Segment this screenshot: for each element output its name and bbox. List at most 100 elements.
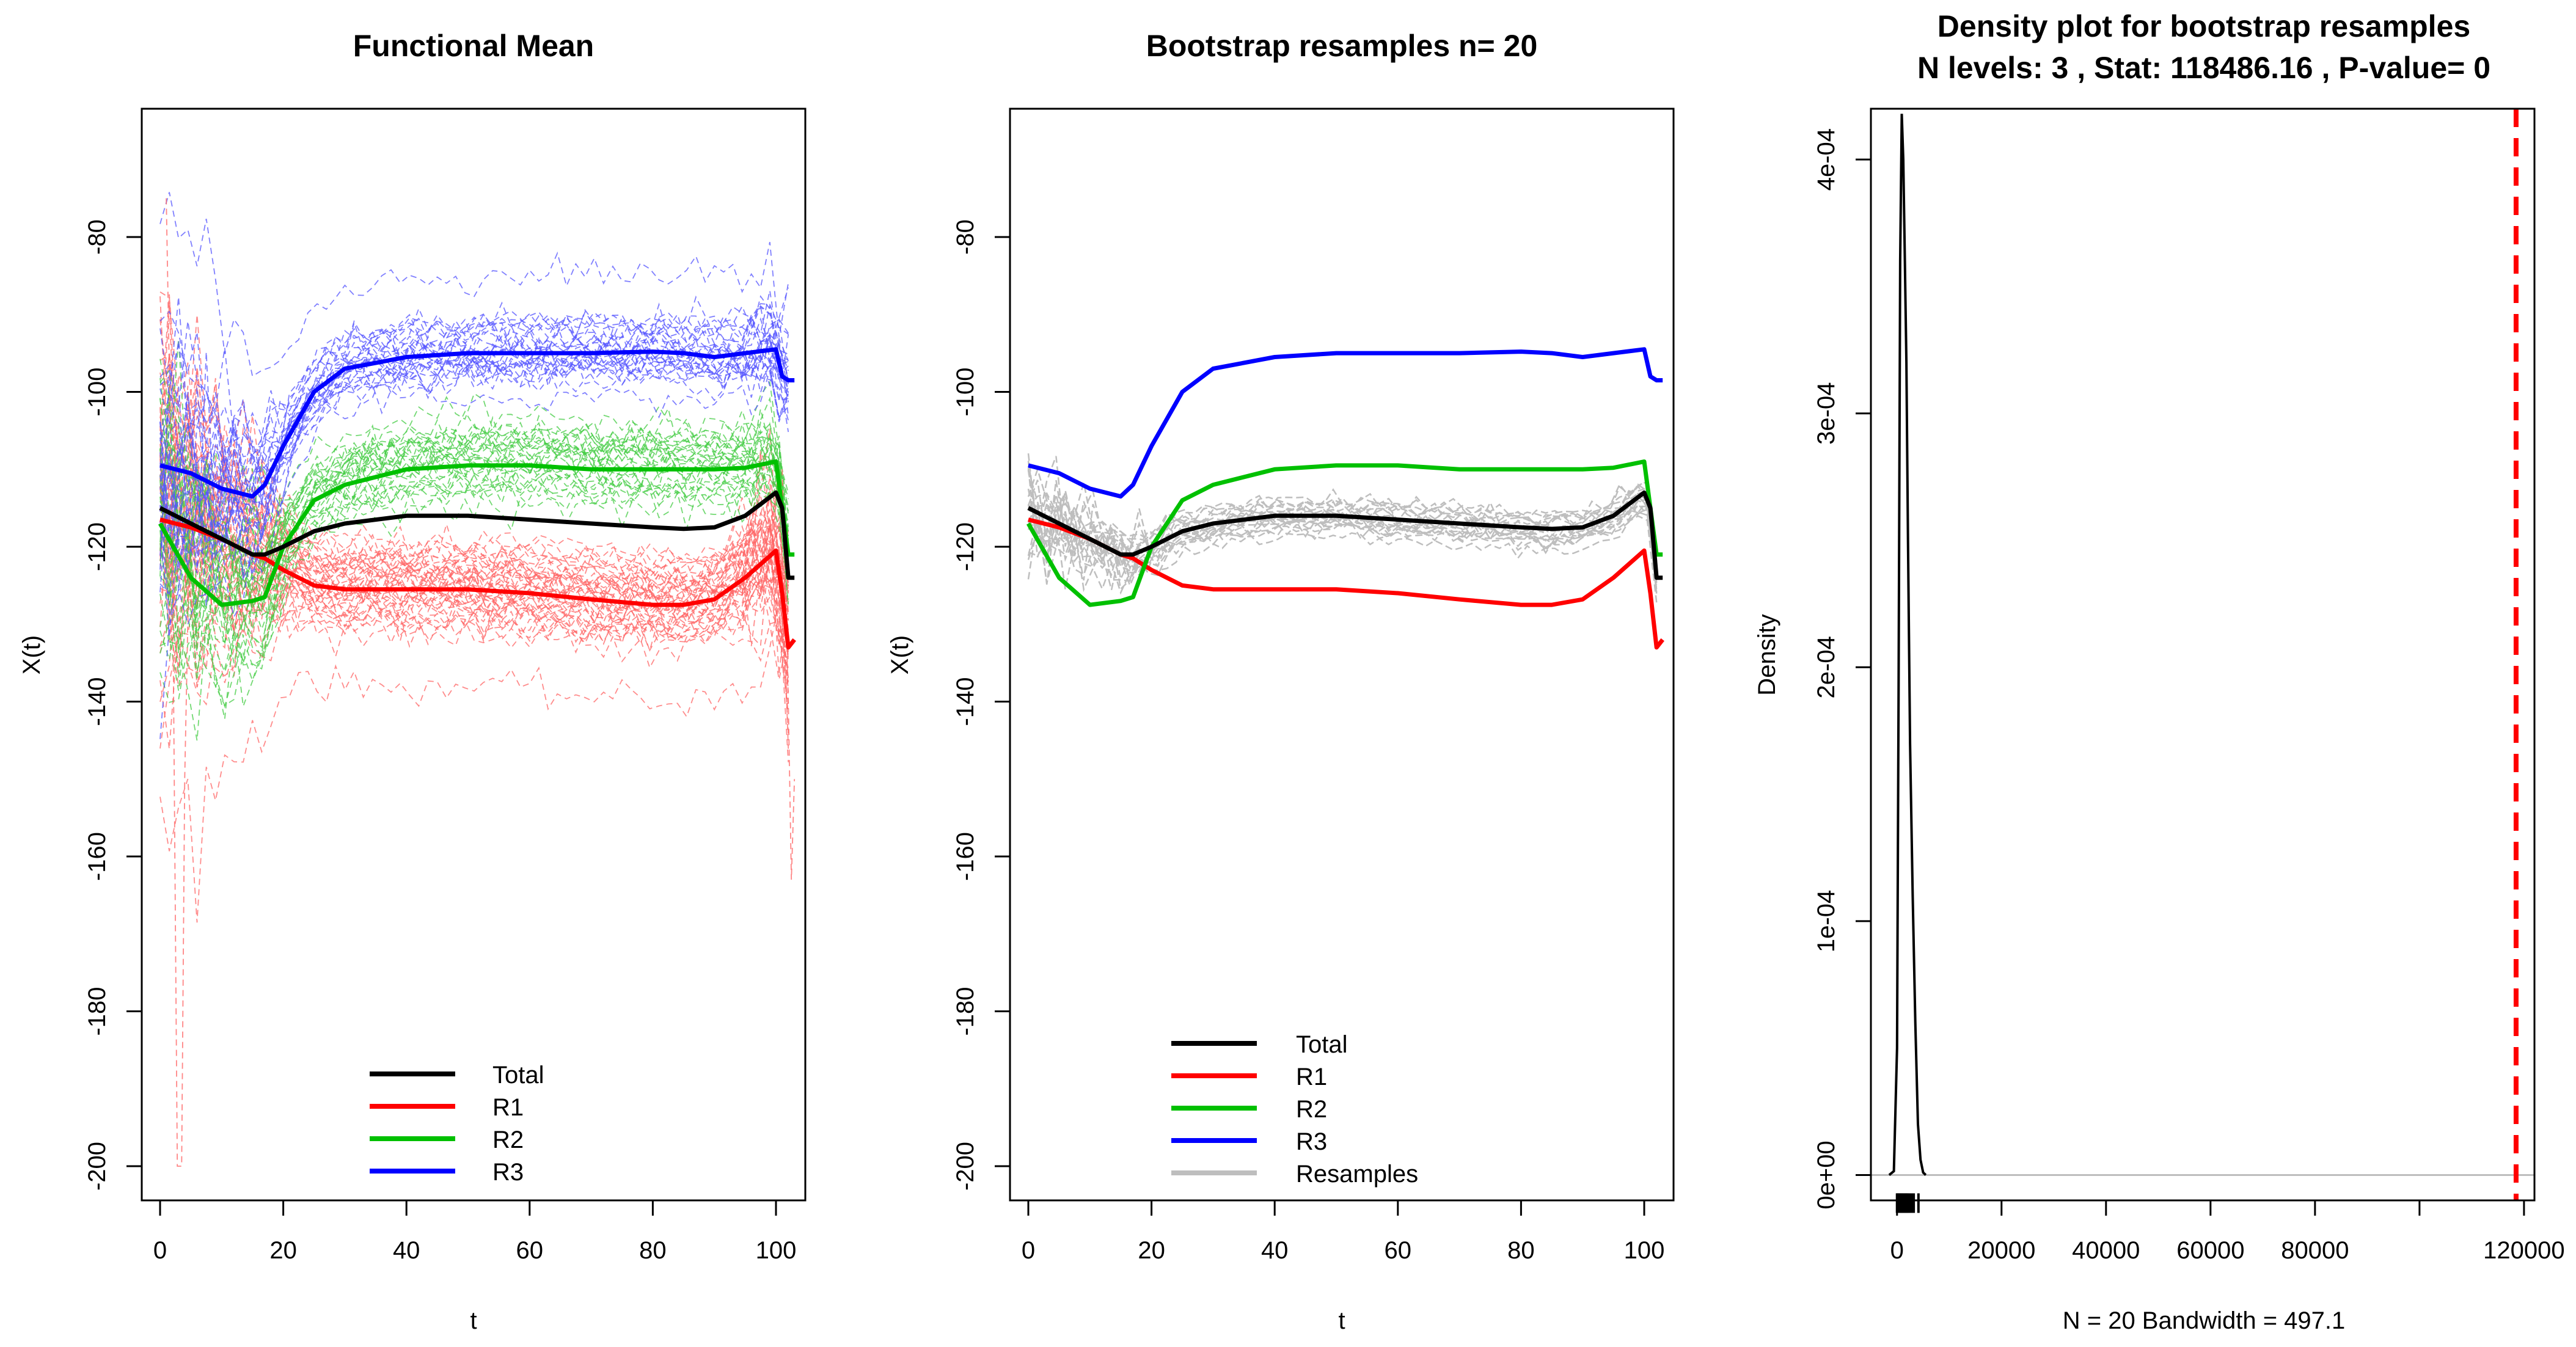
series-line-r3: [1028, 347, 1663, 499]
background-curve-r2: [159, 339, 789, 578]
panel1-ytick-label: -160: [84, 832, 111, 881]
background-curve-r3: [159, 330, 789, 570]
panel2-xtick-label: 40: [1261, 1237, 1289, 1264]
series-line-r2: [1026, 459, 1663, 607]
panel2-title: Bootstrap resamples n= 20: [1146, 29, 1538, 63]
background-curve-r1: [159, 458, 789, 653]
background-curve-r2: [159, 378, 789, 570]
panel2-ytick-label: -120: [952, 522, 979, 571]
series-line-total: [1027, 490, 1663, 580]
legend-label-r1: R1: [492, 1094, 524, 1121]
background-curve-r2: [159, 451, 789, 677]
legend-label-r1: R1: [1296, 1064, 1327, 1090]
panel2-y-ticks: -200 -180 -160 -140 -120 -100 -80: [952, 219, 1010, 1191]
background-curve-r2: [159, 474, 789, 720]
background-curve-r1: [159, 362, 789, 626]
background-curve-r2: [159, 429, 789, 595]
panel3-xtick-label: 20000: [1967, 1237, 2035, 1264]
background-curve-r1: [159, 444, 789, 680]
background-curve-r1: [159, 600, 789, 923]
background-curve-r3: [159, 336, 789, 594]
panel3-xtick-label: 0: [1890, 1237, 1904, 1264]
panel3-ytick-label: 0e+00: [1813, 1141, 1840, 1209]
panel1-ytick-label: -180: [84, 987, 111, 1035]
background-curve-r3: [159, 334, 789, 544]
panel2-xtick-label: 100: [1624, 1237, 1665, 1264]
panel1-x-axis-label: t: [470, 1307, 477, 1334]
background-curve-r3: [159, 370, 789, 739]
background-curve-r3: [159, 326, 789, 556]
resample-curve: [1027, 461, 1658, 593]
background-curve-r2: [159, 445, 789, 649]
legend-label-r2: R2: [492, 1126, 524, 1153]
panel1-legend: Total R1 R2 R3: [370, 1062, 544, 1186]
background-curve-r1: [159, 353, 789, 575]
background-curve-r1: [159, 541, 789, 750]
background-curve-r2: [159, 415, 789, 571]
resample-curve: [1028, 511, 1658, 585]
panel1-ytick-label: -100: [84, 367, 111, 416]
background-curve-r2: [159, 463, 789, 707]
panel1-ytick-label: -80: [84, 219, 111, 255]
series-line-r2: [158, 459, 795, 607]
panel3-y-axis-label: Density: [1754, 614, 1780, 695]
background-curve-r1: [159, 474, 789, 734]
background-curve-r3: [159, 318, 789, 574]
background-curve-r1: [159, 353, 789, 608]
background-curve-r2: [159, 436, 789, 591]
background-curve-r2: [159, 418, 789, 582]
panel1-y-ticks: -200 -180 -160 -140 -120 -100 -80: [84, 219, 142, 1191]
background-curve-r1: [159, 483, 789, 662]
panel3-ytick-label: 1e-04: [1813, 890, 1840, 952]
background-curve-r3: [159, 349, 789, 596]
panel3-xtick-label: 120000: [2483, 1237, 2564, 1264]
background-curve-r3: [159, 349, 789, 569]
panel3-title: Density plot for bootstrap resamples: [1937, 9, 2470, 43]
panel1-ytick-label: -120: [84, 522, 111, 571]
density-rug: [1895, 1193, 1920, 1213]
panel1-xtick-label: 40: [393, 1237, 420, 1264]
background-curve-r3: [159, 341, 789, 568]
panel1-xtick-label: 100: [756, 1237, 797, 1264]
panel-functional-mean: Functional Mean 0 20 40 60 80 100: [18, 29, 807, 1334]
series-line-total: [159, 490, 795, 580]
panel3-x-axis-label: N = 20 Bandwidth = 497.1: [2063, 1307, 2346, 1334]
background-curve-r2: [159, 383, 789, 654]
panel-density-plot: Density plot for bootstrap resamples N l…: [1754, 9, 2565, 1334]
panel1-y-axis-label: X(t): [18, 635, 45, 674]
background-curve-r1: [159, 374, 789, 605]
background-curve-r3: [159, 337, 789, 616]
background-curve-r1: [159, 294, 789, 590]
background-curve-r1: [159, 304, 789, 600]
background-curve-r2: [159, 421, 789, 615]
panel3-xtick-label: 40000: [2072, 1237, 2140, 1264]
panel3-y-ticks: 0e+00 1e-04 2e-04 3e-04 4e-04: [1813, 128, 1872, 1210]
panel1-xtick-label: 80: [639, 1237, 667, 1264]
panel2-x-ticks: 0 20 40 60 80 100: [1022, 1200, 1665, 1264]
panel1-ytick-label: -140: [84, 677, 111, 726]
background-curve-r1: [781, 469, 796, 880]
panel1-x-ticks: 0 20 40 60 80 100: [153, 1200, 797, 1264]
panel3-subtitle: N levels: 3 , Stat: 118486.16 , P-value=…: [1917, 51, 2490, 85]
panel1-xtick-label: 20: [269, 1237, 297, 1264]
panel2-legend: Total R1 R2 R3 Resamples: [1171, 1031, 1418, 1188]
panel1-ytick-label: -200: [84, 1142, 111, 1191]
panel2-ytick-label: -160: [952, 832, 979, 881]
panel3-xtick-label: 80000: [2281, 1237, 2349, 1264]
resample-curve: [1028, 480, 1658, 561]
background-curve-r1: [159, 291, 789, 574]
legend-label-total: Total: [492, 1062, 544, 1089]
background-curve-r3: [159, 305, 789, 467]
panel1-xtick-label: 0: [153, 1237, 167, 1264]
background-curve-r2: [159, 398, 789, 620]
background-curve-r3: [159, 192, 789, 378]
resample-curve: [1028, 494, 1658, 590]
panel1-mean-curves: [158, 347, 796, 650]
background-curve-r2: [159, 398, 789, 616]
background-curve-r2: [159, 368, 789, 554]
panel2-x-axis-label: t: [1338, 1307, 1345, 1334]
background-curve-r3: [159, 352, 789, 580]
background-curve-r2: [159, 421, 789, 581]
